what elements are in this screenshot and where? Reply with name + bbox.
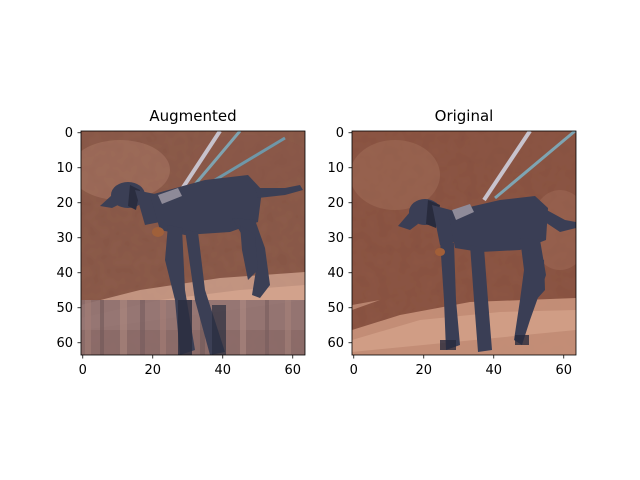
- augmented-x-axis: 0 20 40 60: [79, 355, 301, 378]
- panel-title-original: Original: [435, 107, 494, 125]
- original-y-tick-label: 20: [327, 196, 344, 211]
- augmented-y-tick-label: 50: [56, 301, 73, 316]
- panel-title-augmented: Augmented: [149, 107, 236, 125]
- augmented-x-tick-label: 20: [144, 363, 161, 378]
- augmented-image: [81, 131, 305, 355]
- augmented-y-tick-label: 10: [56, 161, 73, 176]
- original-x-tick-label: 60: [555, 363, 572, 378]
- original-image: [352, 131, 576, 355]
- original-x-tick-label: 0: [350, 363, 358, 378]
- panel-original: Original: [327, 107, 577, 378]
- augmented-axes-frame: [80, 130, 306, 356]
- original-y-tick-label: 10: [327, 161, 344, 176]
- original-y-tick-label: 40: [327, 266, 344, 281]
- augmented-x-tick-label: 60: [284, 363, 301, 378]
- panel-augmented: Augmented: [56, 107, 306, 378]
- original-x-axis: 0 20 40 60: [350, 355, 572, 378]
- original-y-tick-label: 50: [327, 301, 344, 316]
- original-x-tick-label: 40: [485, 363, 502, 378]
- augmented-x-tick-label: 0: [79, 363, 87, 378]
- original-y-tick-label: 30: [327, 231, 344, 246]
- original-x-tick-label: 20: [415, 363, 432, 378]
- original-y-tick-label: 60: [327, 336, 344, 351]
- augmented-y-tick-label: 40: [56, 266, 73, 281]
- augmented-y-tick-label: 0: [65, 126, 73, 141]
- augmented-y-tick-label: 60: [56, 336, 73, 351]
- original-axes-frame: [351, 130, 577, 356]
- original-y-tick-label: 0: [336, 126, 344, 141]
- augmented-y-tick-label: 20: [56, 196, 73, 211]
- augmented-y-tick-label: 30: [56, 231, 73, 246]
- augmented-x-tick-label: 40: [214, 363, 231, 378]
- original-y-axis: 0 10 20 30 40 50 60: [327, 126, 352, 351]
- augmented-y-axis: 0 10 20 30 40 50 60: [56, 126, 81, 351]
